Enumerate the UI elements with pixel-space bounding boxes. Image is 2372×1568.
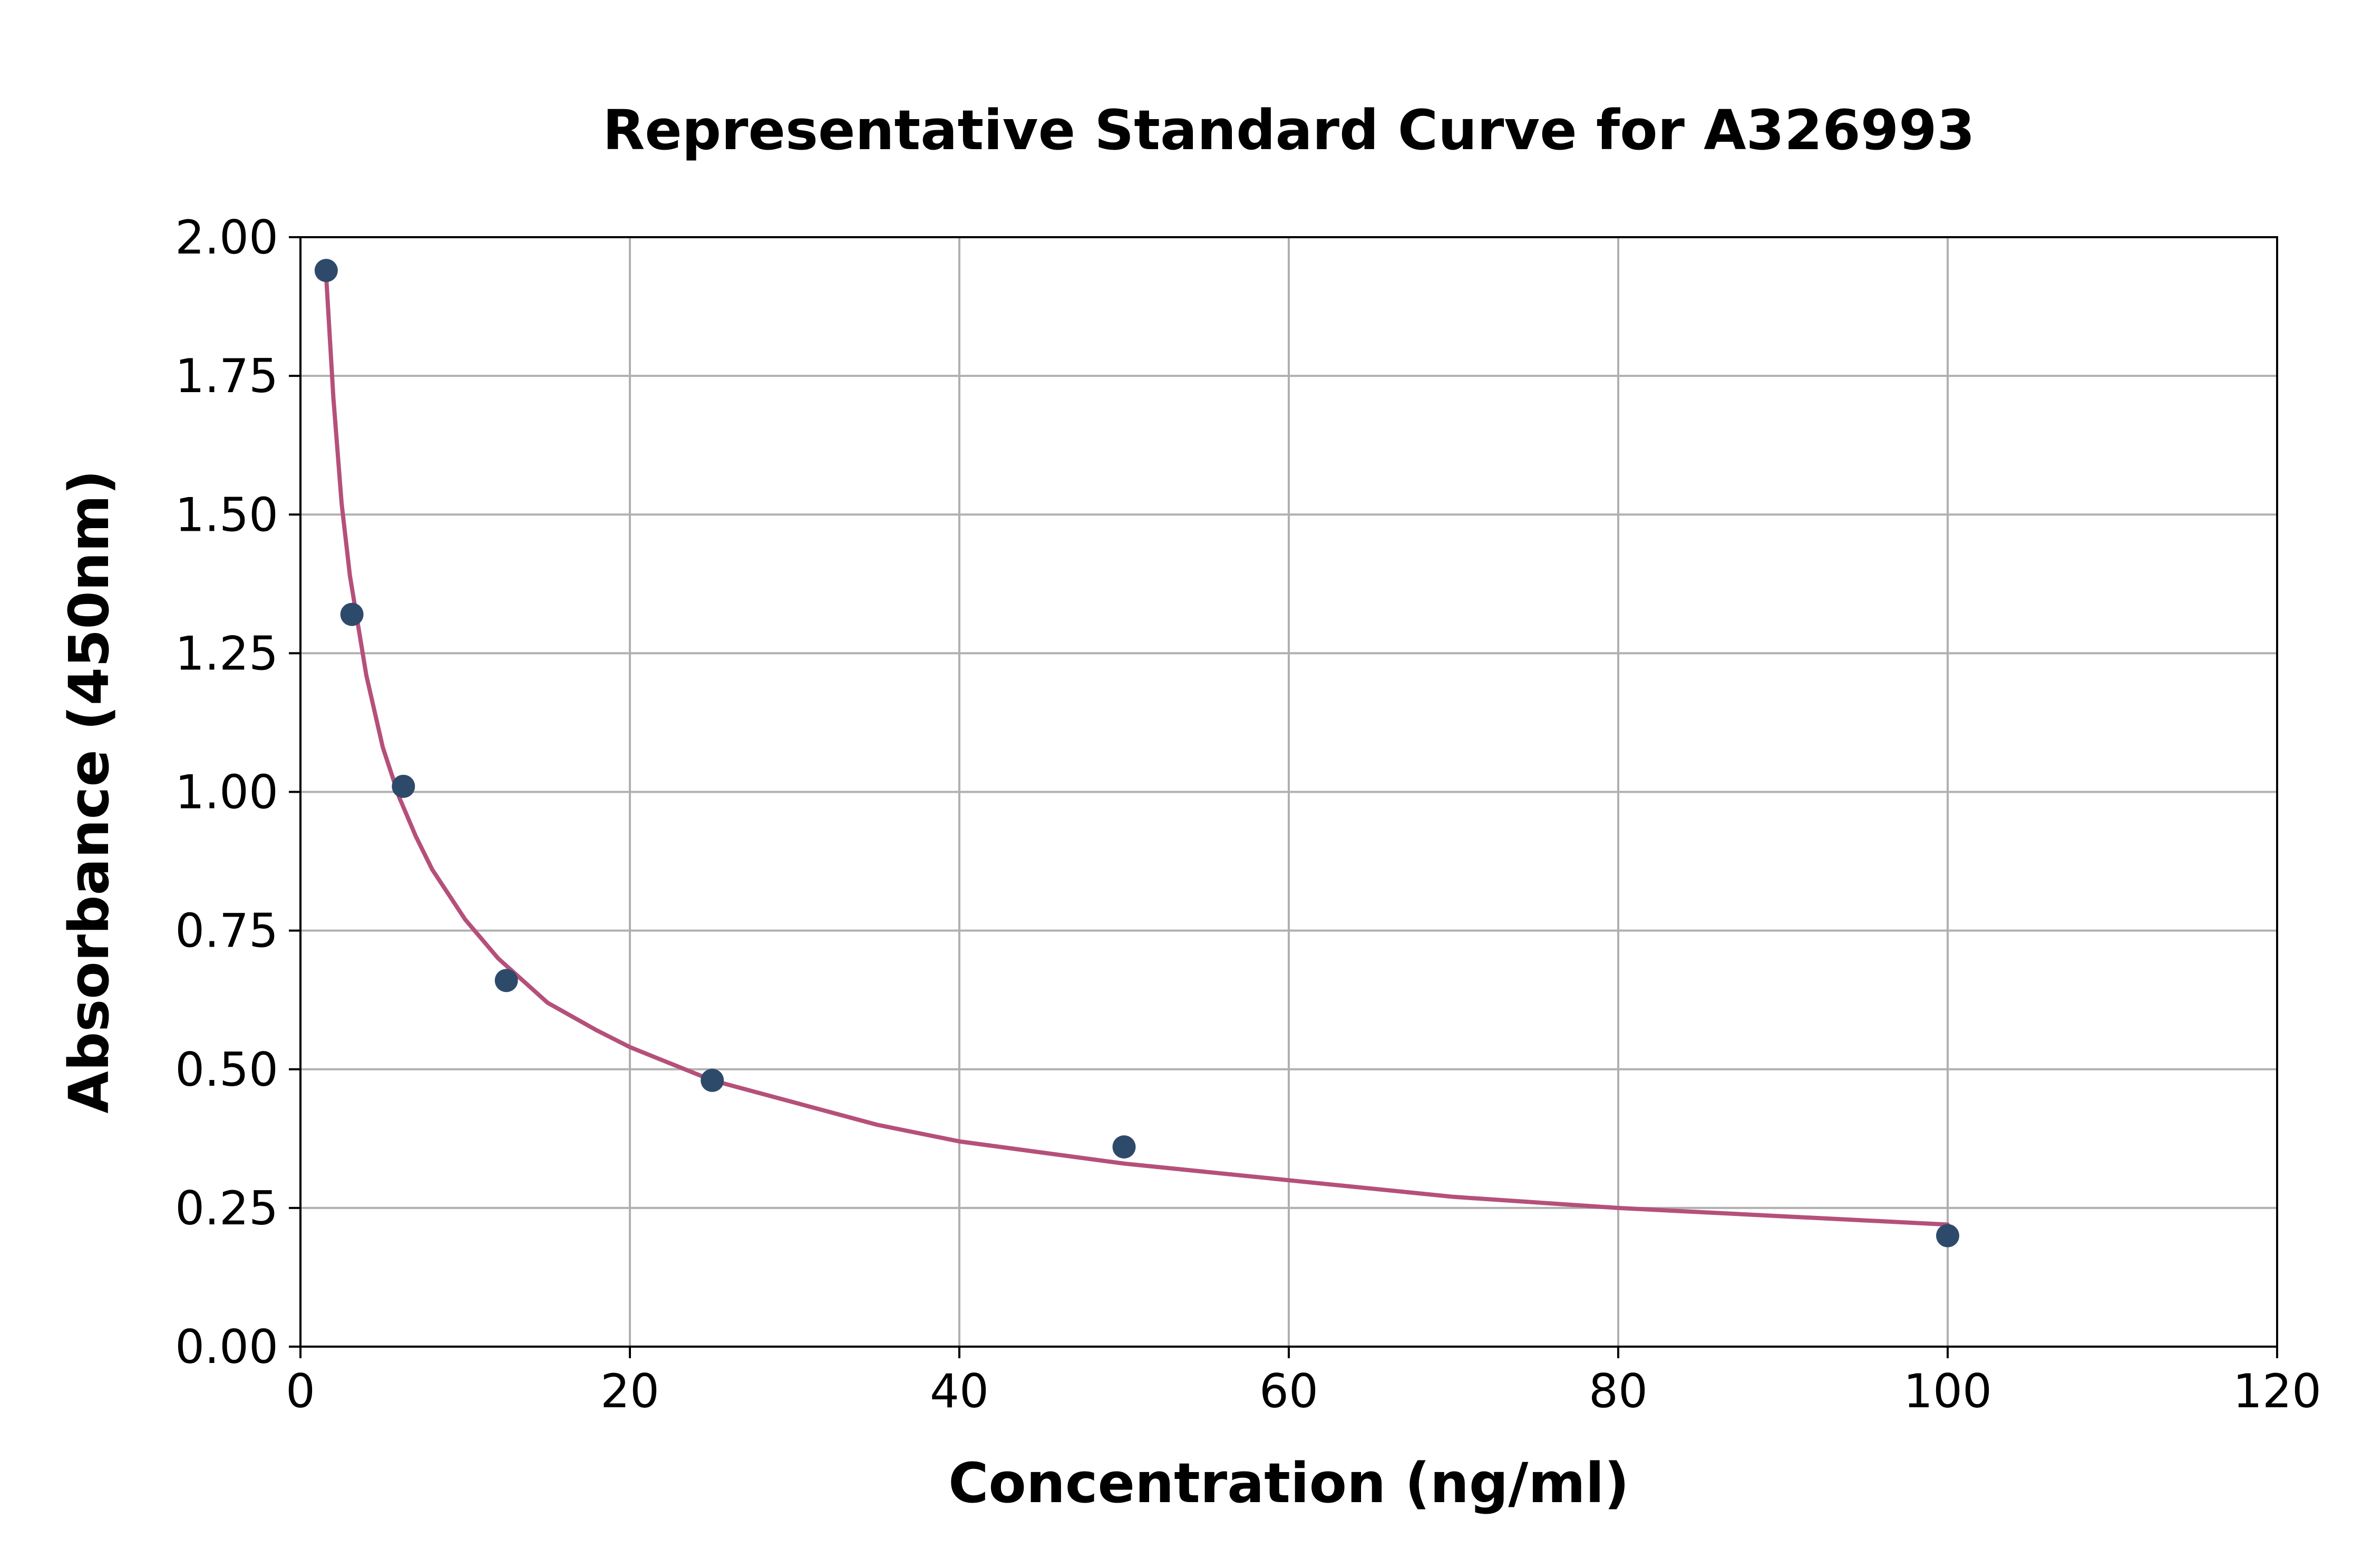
chart-title: Representative Standard Curve for A32699… bbox=[602, 98, 1975, 162]
data-point bbox=[494, 969, 518, 992]
grid-lines bbox=[299, 236, 2278, 1348]
data-point bbox=[392, 774, 415, 798]
x-tick-label: 20 bbox=[600, 1364, 659, 1418]
fit-curve-layer bbox=[324, 274, 1950, 1227]
y-tick-label: 1.25 bbox=[175, 626, 278, 680]
x-tick-label: 60 bbox=[1259, 1364, 1318, 1418]
axis-ticks: 0 20 40 60 80 100 120 0.00 0.25 0.50 0.75 1.00 1.25 1… bbox=[175, 210, 2321, 1418]
x-tick-label: 80 bbox=[1589, 1364, 1648, 1418]
x-axis-label: Concentration (ng/ml) bbox=[948, 1451, 1629, 1515]
y-tick-label: 0.25 bbox=[175, 1181, 278, 1235]
data-points-layer bbox=[314, 259, 1959, 1248]
y-tick-label: 1.50 bbox=[175, 488, 278, 542]
data-point bbox=[314, 259, 338, 283]
y-tick-label: 2.00 bbox=[175, 210, 278, 265]
y-tick-label: 0.75 bbox=[175, 904, 278, 958]
y-tick-label: 1.00 bbox=[175, 765, 278, 820]
x-tick-label: 120 bbox=[2233, 1364, 2321, 1418]
data-point bbox=[701, 1068, 724, 1092]
y-tick-label: 1.75 bbox=[175, 349, 278, 403]
data-point bbox=[340, 602, 364, 626]
data-point bbox=[1112, 1135, 1136, 1159]
x-tick-label: 0 bbox=[286, 1364, 315, 1418]
y-tick-label: 0.00 bbox=[175, 1320, 278, 1374]
x-tick-label: 100 bbox=[1903, 1364, 1992, 1418]
x-tick-label: 40 bbox=[930, 1364, 989, 1418]
fit-curve-line bbox=[324, 274, 1950, 1227]
y-axis-label: Absorbance (450nm) bbox=[57, 470, 121, 1113]
data-point bbox=[1936, 1224, 1959, 1248]
y-tick-label: 0.50 bbox=[175, 1043, 278, 1097]
